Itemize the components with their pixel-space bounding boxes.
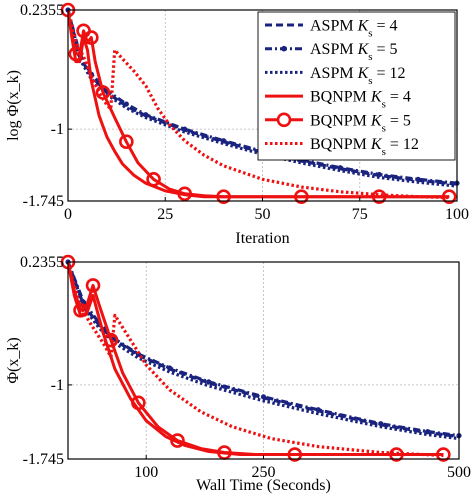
data-point [206, 379, 212, 385]
chart-iteration-xtick-label: 25 [157, 206, 173, 223]
chart-walltime-xtick-label: 250 [252, 464, 276, 481]
chart-walltime-xlabel: Wall Time (Seconds) [196, 477, 331, 494]
data-point [85, 278, 101, 293]
chart-walltime-xtick-label: 100 [134, 464, 158, 481]
chart-iteration-ytick-label: -1.745 [23, 193, 64, 210]
chart-iteration-ytick-label: -1 [51, 121, 64, 138]
data-point [216, 189, 231, 204]
legend-marker [276, 112, 292, 128]
chart-iteration-xlabel: Iteration [235, 230, 289, 247]
chart-iteration-ytick-label: 0.2355 [20, 2, 64, 19]
chart-iteration: 0 25 50 75 100 0.2355 -1 -1.745 Iteration log Φ… [5, 2, 469, 247]
legend-label-bqnpm-k-s-12: BQNPM Ks = 12 [310, 136, 419, 158]
data-point [131, 395, 146, 411]
chart-walltime-ticks: 100 250 500 0.2355 -1 -1.745 [20, 254, 471, 481]
legend-box [257, 11, 456, 161]
chart-walltime-ytick-label: 0.2355 [20, 254, 64, 271]
chart-iteration-series-aspm-k-s-5 [68, 9, 457, 185]
legend-label-aspm-k-s-12: ASPM Ks = 12 [310, 65, 406, 87]
chart-walltime-series-bqnpm-k-s-12 [68, 261, 444, 458]
chart-iteration-xtick-label: 0 [64, 206, 72, 223]
data-point [315, 407, 321, 413]
legend-marker [281, 45, 287, 52]
data-point [143, 112, 149, 118]
chart-walltime-ylabel: Φ(x_k) [5, 337, 22, 383]
legend-label-bqnpm-k-s-4: BQNPM Ks = 4 [310, 89, 411, 111]
legend-label-aspm-k-s-4: ASPM Ks = 4 [310, 18, 398, 40]
data-point [177, 186, 192, 202]
chart-walltime: 100 250 500 0.2355 -1 -1.745 Wall Time (Secon… [5, 254, 471, 494]
data-point [119, 134, 134, 149]
chart-walltime-xtick-label: 500 [447, 464, 471, 481]
chart-iteration-xtick-label: 75 [352, 206, 368, 223]
data-point [146, 172, 161, 187]
chart-iteration-ylabel: log Φ(x_k) [5, 70, 22, 141]
chart-walltime-ytick-label: -1.745 [23, 451, 64, 468]
chart-iteration-ticks: 0 25 50 75 100 0.2355 -1 -1.745 [20, 2, 469, 223]
chart-iteration-series [60, 2, 460, 204]
legend-label-bqnpm-k-s-5: BQNPM Ks = 5 [310, 112, 411, 134]
data-point [378, 421, 384, 427]
data-point [84, 30, 99, 45]
data-point [371, 189, 387, 204]
chart-iteration-xtick-label: 100 [445, 206, 469, 223]
data-point [73, 302, 88, 318]
chart-walltime-series [60, 254, 462, 462]
data-point [167, 365, 173, 371]
chart-walltime-series-aspm-k-s-5 [68, 261, 459, 438]
data-point [294, 189, 309, 204]
legend-label-aspm-k-s-5: ASPM Ks = 5 [310, 41, 398, 63]
data-point [170, 433, 185, 448]
data-point [287, 447, 303, 462]
chart-iteration-series-bqnpm-k-s-5 [68, 9, 450, 199]
chart-walltime-ytick-label: -1 [51, 377, 64, 394]
chart-iteration-xtick-label: 50 [255, 206, 271, 223]
data-point [260, 394, 267, 400]
data-point [415, 176, 421, 182]
